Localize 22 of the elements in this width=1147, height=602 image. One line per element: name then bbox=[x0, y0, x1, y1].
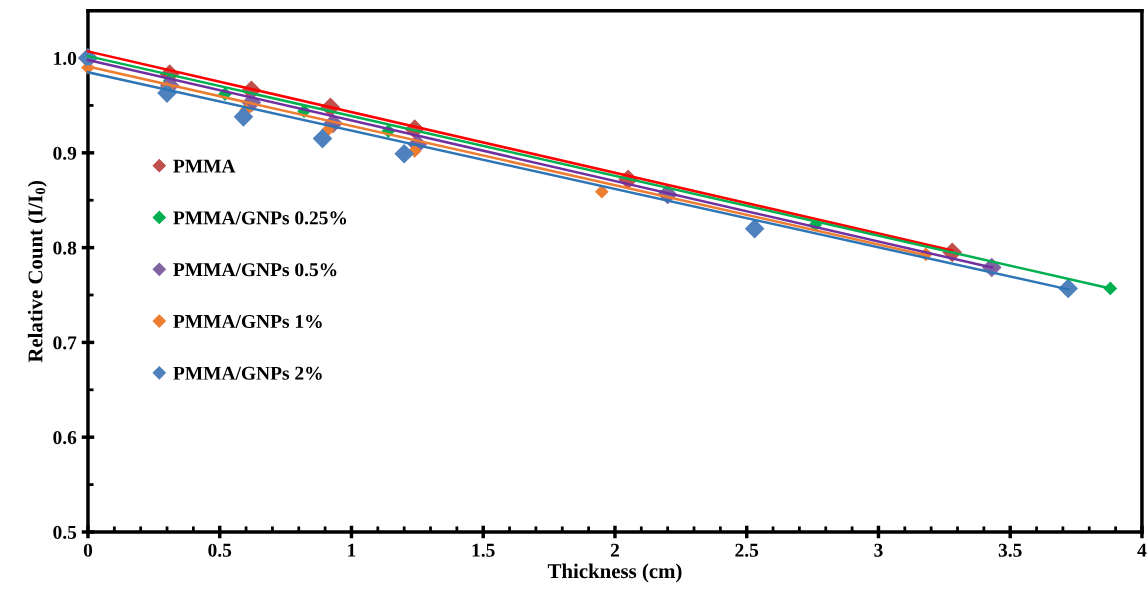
x-tick-label: 2.5 bbox=[735, 543, 759, 557]
y-tick-label: 0.5 bbox=[53, 525, 77, 540]
x-tick-label: 1.5 bbox=[472, 543, 495, 557]
y-tick-label: 0.9 bbox=[53, 146, 77, 160]
legend-label: PMMA/GNPs 0.5% bbox=[173, 263, 337, 277]
legend-label: PMMA/GNPs 0.25% bbox=[173, 211, 347, 225]
y-tick-label: 0.7 bbox=[53, 336, 77, 350]
y-tick-label: 1.0 bbox=[54, 51, 77, 66]
x-tick-label: 0.5 bbox=[208, 543, 232, 557]
x-tick-label: 3 bbox=[874, 543, 883, 557]
x-axis-title: Thickness (cm) bbox=[547, 563, 682, 583]
x-tick-label: 0 bbox=[83, 543, 93, 557]
x-tick-label: 2 bbox=[610, 543, 619, 557]
x-tick-label: 4 bbox=[1137, 543, 1147, 557]
y-axis-title: Relative Count (I/I$_{0}$) bbox=[27, 180, 47, 363]
y-tick-label: 0.8 bbox=[53, 241, 77, 255]
legend-label: PMMA/GNPs 1% bbox=[173, 314, 322, 329]
x-tick-label: 3.5 bbox=[998, 543, 1022, 557]
legend-label: PMMA/GNPs 2% bbox=[173, 366, 322, 380]
x-tick-label: 1 bbox=[348, 543, 356, 557]
legend-label: PMMA bbox=[173, 159, 236, 173]
y-tick-label: 0.6 bbox=[53, 431, 77, 445]
